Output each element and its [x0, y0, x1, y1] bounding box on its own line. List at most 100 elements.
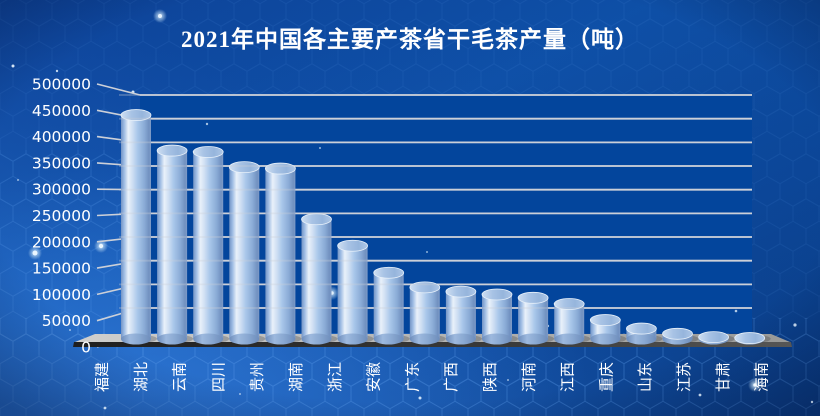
- star-dot: [608, 370, 612, 374]
- star-dot: [698, 393, 702, 397]
- bar-cylinder: [517, 291, 549, 345]
- x-axis-category-label: 福建: [93, 362, 111, 392]
- bar-cylinder: [301, 213, 332, 345]
- bar-top-face: [626, 322, 657, 335]
- bar-top-face: [481, 288, 513, 301]
- y-axis-tick-label: 150000: [32, 260, 91, 278]
- bar-cylinder: [192, 146, 224, 345]
- bar-bottom-face: [301, 333, 332, 345]
- bar-cylinder: [445, 285, 477, 345]
- bar-body: [373, 272, 404, 339]
- bar-top-face: [156, 144, 188, 157]
- bar-top-face: [337, 239, 369, 252]
- star-dot: [319, 147, 321, 149]
- x-axis-category-label: 广东: [403, 362, 421, 392]
- bar-top-face: [662, 327, 693, 340]
- x-axis-category-label: 四川: [209, 362, 227, 392]
- y-axis-tick-label: 300000: [32, 181, 91, 199]
- y-axis-tick-label: 200000: [32, 233, 91, 251]
- x-axis-category-label: 湖北: [132, 362, 150, 392]
- star-dot: [11, 64, 15, 68]
- bar-cylinder: [734, 332, 766, 345]
- y-tick-connector: [96, 83, 141, 96]
- bar-top-face: [734, 332, 766, 344]
- star-dot: [17, 179, 19, 181]
- bar-bottom-face: [229, 333, 260, 345]
- x-axis-category-label: 湖南: [287, 362, 305, 392]
- bar-cylinder: [698, 331, 729, 345]
- x-axis-category-label: 山东: [636, 362, 654, 392]
- bar-top-face: [409, 281, 441, 294]
- bar-body: [337, 245, 368, 339]
- bar-cylinder: [120, 109, 152, 345]
- star-dot: [810, 400, 814, 404]
- bar-top-face: [445, 285, 477, 298]
- x-axis-category-label: 浙江: [326, 362, 344, 392]
- bar-top-face: [192, 146, 224, 158]
- x-axis-category-label: 贵州: [248, 362, 266, 392]
- bar-cylinder: [662, 327, 693, 345]
- star-dot: [418, 396, 422, 400]
- x-axis-category-label: 海南: [753, 362, 771, 392]
- bar-body: [301, 219, 332, 339]
- star-dot: [426, 251, 428, 253]
- x-axis-category-label: 陕西: [481, 362, 499, 392]
- bar-bottom-face: [409, 333, 440, 345]
- bar-top-face: [373, 266, 405, 279]
- y-axis-tick-label: 450000: [32, 102, 91, 120]
- bar-body: [482, 294, 512, 339]
- bar-cylinder: [589, 314, 621, 345]
- bar-cylinder: [228, 161, 260, 345]
- bar-body: [229, 167, 260, 339]
- bar-bottom-face: [193, 333, 224, 345]
- star-dot: [507, 379, 509, 381]
- star-dot: [239, 393, 241, 395]
- star-dot: [205, 122, 209, 126]
- bar-body: [193, 152, 224, 339]
- x-axis-category-label: 安徽: [365, 362, 383, 392]
- bar-bottom-face: [157, 333, 188, 345]
- bar-cylinder: [264, 162, 296, 345]
- y-axis-tick-label: 400000: [32, 128, 91, 146]
- star-dot: [753, 383, 757, 387]
- bar-top-face: [228, 161, 260, 174]
- bar-bottom-face: [265, 333, 296, 345]
- star-dot: [793, 323, 797, 327]
- bar-body: [121, 115, 151, 339]
- star-dot: [69, 329, 71, 331]
- y-axis-tick-label: 50000: [42, 312, 91, 330]
- bar-cylinder: [337, 239, 369, 345]
- bar-cylinder: [626, 322, 657, 345]
- star-dot: [103, 406, 107, 410]
- bar-cylinder: [481, 288, 513, 345]
- y-axis-tick-label: 350000: [32, 154, 91, 172]
- bar-bottom-face: [337, 333, 368, 345]
- bar-cylinder: [156, 144, 188, 345]
- bar-body: [518, 297, 549, 339]
- star-dot: [98, 243, 104, 249]
- bar-body: [265, 168, 296, 339]
- x-axis-category-label: 江苏: [675, 362, 693, 392]
- bar-top-face: [301, 213, 332, 226]
- bar-bottom-face: [482, 333, 512, 345]
- y-axis-tick-label: 100000: [32, 286, 91, 304]
- x-axis-category-label: 广西: [442, 362, 460, 392]
- bar-cylinder: [373, 266, 405, 345]
- bar-top-face: [517, 291, 549, 304]
- bar-bottom-face: [445, 333, 476, 345]
- x-axis-category-label: 江西: [559, 362, 577, 392]
- bar-body: [409, 287, 440, 339]
- star-dot: [32, 250, 38, 256]
- bar-bottom-face: [590, 333, 621, 345]
- bar-top-face: [698, 331, 729, 344]
- x-axis-category-label: 重庆: [597, 362, 615, 392]
- bar-bottom-face: [121, 333, 151, 345]
- star-dot: [158, 14, 162, 18]
- x-axis-category-label: 河南: [520, 362, 538, 392]
- chart-title: 2021年中国各主要产茶省干毛茶产量（吨）: [181, 27, 639, 52]
- bar-top-face: [589, 314, 621, 326]
- bar-cylinder: [409, 281, 441, 345]
- bar-body: [157, 150, 188, 339]
